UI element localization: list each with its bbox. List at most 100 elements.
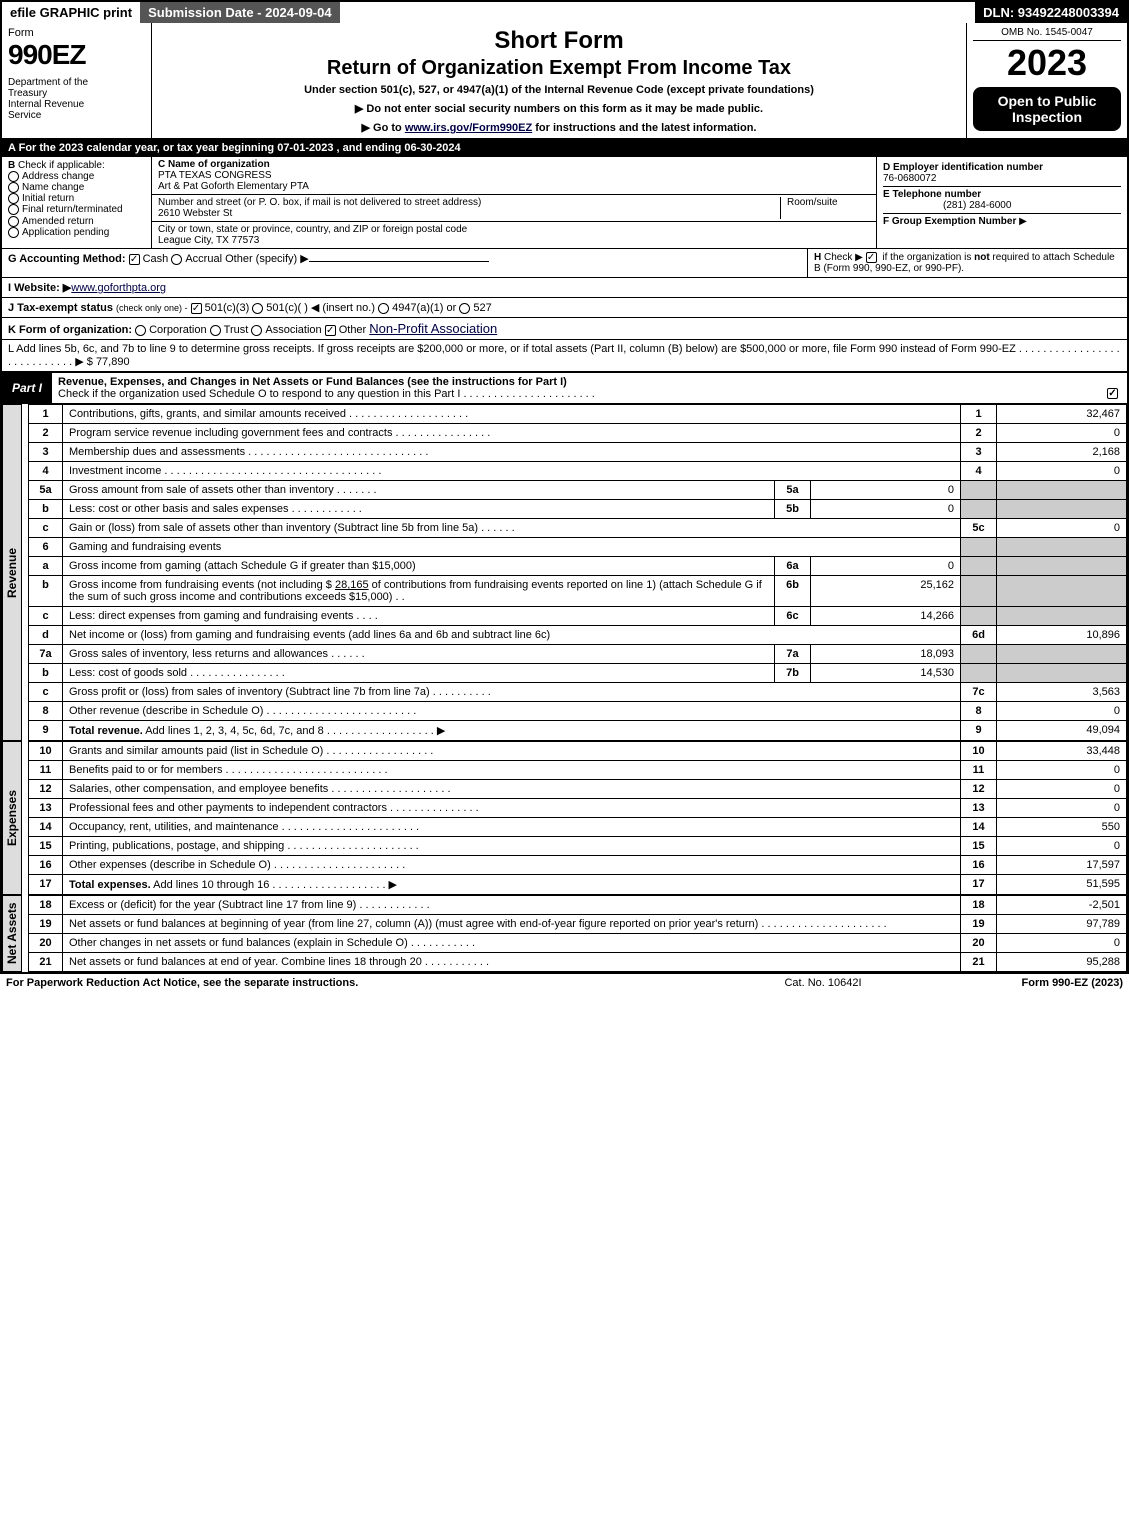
- website-link[interactable]: www.goforthpta.org: [71, 282, 166, 294]
- chk-initial-return[interactable]: [8, 193, 19, 204]
- j-label: J Tax-exempt status: [8, 302, 113, 314]
- coln-20: 20: [961, 934, 997, 953]
- val-20: 0: [997, 934, 1127, 953]
- g-accrual: Accrual: [185, 253, 222, 265]
- chk-accrual[interactable]: [171, 254, 182, 265]
- gray-6c: [961, 607, 997, 626]
- ln-13: 13: [29, 799, 63, 818]
- form-number: 990EZ: [8, 39, 145, 71]
- dept-treasury: Department of theTreasuryInternal Revenu…: [8, 77, 145, 121]
- lbl-6c: Less: direct expenses from gaming and fu…: [69, 610, 353, 622]
- sub-7b: 7b: [775, 664, 811, 683]
- j-row: J Tax-exempt status (check only one) - 5…: [2, 298, 1127, 318]
- ln-12: 12: [29, 780, 63, 799]
- chk-cash[interactable]: [129, 254, 140, 265]
- chk-assoc[interactable]: [251, 325, 262, 336]
- chk-final-return[interactable]: [8, 204, 19, 215]
- chk-amended-return[interactable]: [8, 216, 19, 227]
- footer-left: For Paperwork Reduction Act Notice, see …: [6, 977, 723, 989]
- ln-11: 11: [29, 761, 63, 780]
- chk-527[interactable]: [459, 303, 470, 314]
- grayval-6a: [997, 557, 1127, 576]
- chk-h[interactable]: [866, 252, 877, 263]
- i-website-row: I Website: ▶www.goforthpta.org: [2, 278, 1127, 298]
- k-corp: Corporation: [149, 324, 206, 336]
- sub-6a: 6a: [775, 557, 811, 576]
- title-return: Return of Organization Exempt From Incom…: [160, 57, 958, 80]
- lbl-6d: Net income or (loss) from gaming and fun…: [69, 629, 550, 641]
- ln-5a: 5a: [29, 481, 63, 500]
- val-3: 2,168: [997, 443, 1127, 462]
- expenses-table: 10 Grants and similar amounts paid (list …: [28, 741, 1127, 895]
- l-amount: $ 77,890: [87, 356, 130, 368]
- chk-trust[interactable]: [210, 325, 221, 336]
- grayval-6: [997, 538, 1127, 557]
- subval-6c: 14,266: [811, 607, 961, 626]
- b-init: Initial return: [22, 193, 74, 204]
- val-15: 0: [997, 837, 1127, 856]
- chk-501c3[interactable]: [191, 303, 202, 314]
- ln-8: 8: [29, 702, 63, 721]
- lbl-10: Grants and similar amounts paid (list in…: [69, 745, 323, 757]
- coln-10: 10: [961, 742, 997, 761]
- part-1-title-text: Revenue, Expenses, and Changes in Net As…: [58, 376, 567, 388]
- coln-9: 9: [961, 721, 997, 741]
- lbl-18: Excess or (deficit) for the year (Subtra…: [69, 899, 356, 911]
- g-cash: Cash: [143, 253, 169, 265]
- chk-application-pending[interactable]: [8, 227, 19, 238]
- lbl-12: Salaries, other compensation, and employ…: [69, 783, 328, 795]
- g-other-field[interactable]: [309, 261, 489, 262]
- coln-4: 4: [961, 462, 997, 481]
- j-501c3: 501(c)(3): [205, 302, 250, 314]
- l-text: L Add lines 5b, 6c, and 7b to line 9 to …: [8, 343, 1016, 355]
- street-label: Number and street (or P. O. box, if mail…: [158, 197, 481, 208]
- form-label: Form: [8, 27, 145, 39]
- grayval-6b: [997, 576, 1127, 607]
- chk-4947[interactable]: [378, 303, 389, 314]
- section-a: A For the 2023 calendar year, or tax yea…: [2, 139, 1127, 157]
- coln-6d: 6d: [961, 626, 997, 645]
- ln-7b: b: [29, 664, 63, 683]
- ln-14: 14: [29, 818, 63, 837]
- val-8: 0: [997, 702, 1127, 721]
- ln-16: 16: [29, 856, 63, 875]
- page-footer: For Paperwork Reduction Act Notice, see …: [0, 974, 1129, 992]
- chk-address-change[interactable]: [8, 171, 19, 182]
- lbl-5b: Less: cost or other basis and sales expe…: [69, 503, 289, 515]
- lbl-5c: Gain or (loss) from sale of assets other…: [69, 522, 478, 534]
- g-h-row: G Accounting Method: Cash Accrual Other …: [2, 249, 1127, 278]
- lbl-4: Investment income: [69, 465, 161, 477]
- val-7c: 3,563: [997, 683, 1127, 702]
- submission-date: Submission Date - 2024-09-04: [140, 2, 340, 23]
- revenue-group: Revenue 1Contributions, gifts, grants, a…: [2, 404, 1127, 741]
- chk-501c[interactable]: [252, 303, 263, 314]
- efile-print-label[interactable]: efile GRAPHIC print: [2, 2, 140, 23]
- coln-15: 15: [961, 837, 997, 856]
- grayval-7a: [997, 645, 1127, 664]
- lbl-15: Printing, publications, postage, and shi…: [69, 840, 284, 852]
- val-11: 0: [997, 761, 1127, 780]
- chk-schedule-o[interactable]: [1107, 388, 1118, 399]
- org-name-2: Art & Pat Goforth Elementary PTA: [158, 181, 309, 192]
- ln-6a: a: [29, 557, 63, 576]
- section-d-e-f: D Employer identification number76-06800…: [877, 157, 1127, 248]
- coln-8: 8: [961, 702, 997, 721]
- val-1: 32,467: [997, 405, 1127, 424]
- k-other: Other: [339, 324, 367, 336]
- chk-name-change[interactable]: [8, 182, 19, 193]
- chk-corp[interactable]: [135, 325, 146, 336]
- ln-19: 19: [29, 915, 63, 934]
- irs-link[interactable]: www.irs.gov/Form990EZ: [405, 122, 532, 134]
- lbl-6: Gaming and fundraising events: [69, 541, 221, 553]
- form-990ez-page: efile GRAPHIC print Submission Date - 20…: [0, 0, 1129, 974]
- ln-6d: d: [29, 626, 63, 645]
- coln-3: 3: [961, 443, 997, 462]
- gray-6b: [961, 576, 997, 607]
- chk-other-org[interactable]: [325, 325, 336, 336]
- sub-5a: 5a: [775, 481, 811, 500]
- val-21: 95,288: [997, 953, 1127, 972]
- subval-7b: 14,530: [811, 664, 961, 683]
- gray-5b: [961, 500, 997, 519]
- warning-goto: ▶ Go to www.irs.gov/Form990EZ for instru…: [160, 121, 958, 134]
- b-final: Final return/terminated: [22, 205, 123, 216]
